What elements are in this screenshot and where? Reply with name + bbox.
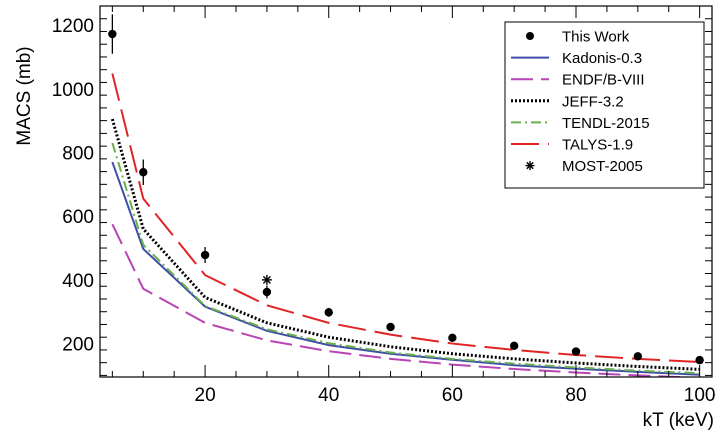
data-point-this-work (324, 308, 333, 317)
y-tick-label: 800 (62, 143, 94, 164)
legend-label-endf-b-viii: ENDF/B-VIII (562, 72, 645, 89)
legend-swatch-this-work (526, 32, 534, 40)
legend-swatch-most-2005 (525, 161, 535, 171)
axes: 20 40 60 80 100 200 400 600 800 1000 1200 (52, 5, 716, 406)
data-point-this-work (571, 347, 581, 356)
legend-label-tendl-2015: TENDL-2015 (562, 115, 650, 132)
y-tick-label: 600 (62, 207, 94, 228)
y-tick-label: 200 (62, 335, 94, 356)
legend-label-talys-1-9: TALYS-1.9 (562, 137, 633, 154)
data-point-this-work (200, 250, 210, 260)
legend-swatch-most-2005-stroke (526, 161, 534, 170)
data-point-this-work (386, 322, 395, 332)
legend-item-talys-1-9: TALYS-1.9 (511, 137, 633, 154)
legend-box (504, 21, 705, 189)
legend-item-endf-b-viii: ENDF/B-VIII (511, 72, 645, 89)
legend-label-this-work: This Work (562, 29, 630, 46)
data-point-this-work (139, 168, 148, 177)
x-tick-label: 40 (318, 385, 339, 406)
data-point-most-2005 (261, 274, 272, 285)
data-point-this-work (262, 287, 272, 297)
y-tick-label: 1200 (52, 16, 94, 37)
plot-frame (99, 5, 713, 378)
legend-label-kadonis-0-3: Kadonis-0.3 (562, 50, 642, 67)
data-point-this-work (448, 333, 457, 343)
series-line-endf-b-viii (111, 223, 700, 377)
legend-item-jeff-3-2: JEFF-3.2 (511, 93, 624, 110)
series-line-talys-1-9 (111, 73, 700, 364)
data-point-this-work (633, 352, 643, 361)
legend-item-this-work: This Work (526, 29, 630, 46)
series-line-tendl-2015 (111, 142, 700, 375)
legend-item-kadonis-0-3: Kadonis-0.3 (511, 50, 642, 67)
data-point-this-work (509, 341, 519, 350)
x-axis-title: kT (keV) (643, 410, 714, 431)
plot-area (108, 14, 704, 377)
x-tick-label: 80 (565, 385, 586, 406)
legend-item-tendl-2015: TENDL-2015 (511, 115, 650, 132)
y-tick-label: 1000 (52, 80, 94, 101)
x-tick-label: 20 (195, 385, 216, 406)
x-tick-label: 100 (684, 385, 716, 406)
x-tick-label: 60 (442, 385, 463, 406)
data-point-this-work (108, 29, 117, 39)
data-point-this-work (695, 355, 704, 365)
legend: This Work Kadonis-0.3 ENDF/B-VIII JEFF-3.2 T… (504, 21, 705, 189)
series-line-kadonis-0-3 (111, 161, 700, 376)
y-tick-label: 400 (62, 271, 94, 292)
legend-item-most-2005: MOST-2005 (525, 158, 643, 175)
legend-label-most-2005: MOST-2005 (562, 158, 643, 175)
legend-label-jeff-3-2: JEFF-3.2 (562, 93, 624, 110)
data-point-most-2005-stroke (262, 275, 271, 284)
y-axis-title: MACS (mb) (14, 46, 35, 145)
